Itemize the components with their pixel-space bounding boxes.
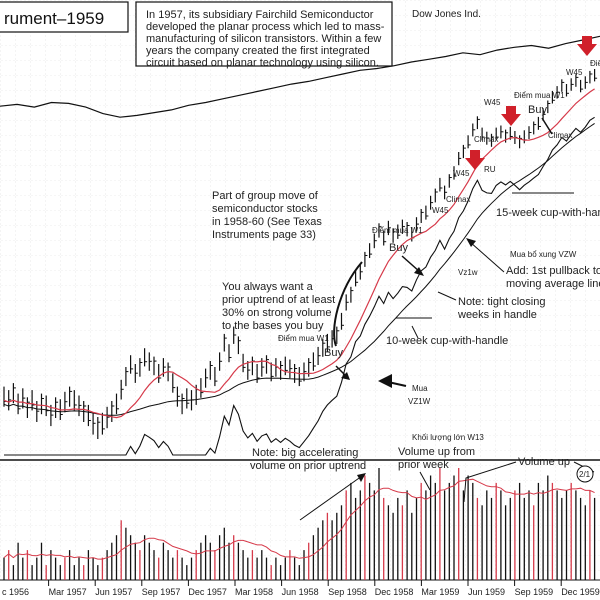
intro-line: circuit based on planar technology using…	[146, 57, 379, 69]
dow-jones-label: Dow Jones Ind.	[412, 9, 481, 20]
volume-note: Note: big accelerating	[252, 447, 358, 459]
pullback-arrowhead	[466, 238, 476, 247]
vz1w-label: Vz1w	[458, 268, 478, 277]
climax-label: Climax	[474, 135, 498, 144]
add-pullback-note: Add: 1st pullback to	[506, 265, 600, 277]
group-move-note: Part of group move of	[212, 190, 319, 202]
volume-up-bracket	[463, 461, 517, 503]
x-axis-ticks: c 1956 Mar 1957 Jun 1957 Sep 1957 Dec 1957 Ma…	[2, 580, 600, 597]
prior-uptrend-note: prior uptrend of at least	[222, 294, 335, 306]
add-pullback-note: moving average line	[506, 278, 600, 290]
split-badge	[576, 465, 594, 483]
cup-pointer	[411, 325, 419, 339]
volume-up-week-note: prior week	[398, 459, 449, 471]
buy-point-vn-label: Điểm mua W1	[514, 91, 565, 100]
chart-title: rument–1959	[4, 9, 104, 28]
buy-point-vn-label: Điểm mua W1	[372, 226, 423, 235]
pullback-pointer	[469, 241, 505, 273]
relative-strength-line	[4, 116, 595, 456]
volume-arrowhead	[357, 473, 366, 482]
group-move-note: Instruments page 33)	[212, 229, 316, 241]
volume-up-pointer	[419, 471, 431, 491]
intro-line: developed the planar process which led t…	[146, 21, 385, 33]
w45-label: W45	[566, 68, 583, 77]
x-tick-label: Sep 1959	[515, 587, 554, 597]
buy-arrowhead	[341, 372, 350, 380]
dow-jones-line	[0, 35, 600, 118]
khoi-luong-label: Khối lượng lớn W13	[412, 433, 484, 442]
x-tick-label: Dec 1959	[561, 587, 600, 597]
climax-label: Climax	[446, 195, 470, 204]
buy-pointer	[541, 117, 553, 135]
sell-arrow-icon	[465, 158, 485, 170]
buy-label: Buy	[389, 242, 408, 254]
intro-line: years the company created the first inte…	[146, 45, 370, 57]
x-tick-label: Mar 1957	[49, 587, 87, 597]
climax-label: Climax	[548, 131, 572, 140]
sell-arrows	[465, 36, 597, 170]
tight-pointer	[437, 291, 457, 301]
x-tick-label: Dec 1957	[188, 587, 227, 597]
volume-bars	[3, 468, 596, 580]
intro-box	[135, 1, 393, 67]
x-tick-label: Jun 1958	[282, 587, 319, 597]
x-tick-label: Jun 1957	[95, 587, 132, 597]
prior-uptrend-note: You always want a	[222, 281, 314, 293]
buy-pointer	[335, 365, 347, 377]
x-tick-label: Sep 1958	[328, 587, 367, 597]
x-tick-label: Mar 1959	[421, 587, 459, 597]
prior-uptrend-note: 30% on strong volume	[222, 307, 331, 319]
cup-handle-label: 15-week cup-with-handle	[496, 207, 600, 219]
sell-arrow-shaft	[506, 106, 516, 114]
vz1w-label: VZ1W	[408, 397, 431, 406]
buy-arrowhead	[414, 267, 424, 276]
buy-point-vn-label: Điểm mua W1	[278, 334, 329, 343]
x-tick-label: Mar 1958	[235, 587, 273, 597]
sell-arrow-shaft	[470, 150, 480, 158]
w45-label: W45	[484, 98, 501, 107]
w45-label: W45	[432, 206, 449, 215]
x-tick-label: c 1956	[2, 587, 29, 597]
title-box	[0, 1, 129, 33]
mua-arrowhead	[378, 374, 392, 388]
prior-uptrend-note: to the bases you buy	[222, 320, 324, 332]
volume-up-label: Volume up	[518, 456, 570, 468]
dien-label: Điể	[590, 59, 600, 68]
tight-weeks-note: Note: tight closing	[458, 296, 545, 308]
price-bars	[3, 69, 598, 439]
cup-handle-label: 10-week cup-with-handle	[386, 335, 508, 347]
buy-curve	[333, 261, 363, 347]
buy-label: Buy	[324, 347, 343, 359]
x-tick-label: Sep 1957	[142, 587, 181, 597]
volume-grid	[0, 462, 600, 580]
sell-arrow-shaft	[582, 36, 592, 44]
intro-line: manufacturing of silicon transistors. Wi…	[146, 33, 381, 45]
w45-label: W45	[453, 169, 470, 178]
x-tick-label: Jun 1959	[468, 587, 505, 597]
buy-pointer	[401, 255, 421, 273]
x-tick-label: Dec 1958	[375, 587, 414, 597]
buy-label: Buy	[528, 104, 547, 116]
group-move-note: in 1958-60 (See Texas	[212, 216, 322, 228]
volume-note-pointer	[299, 475, 363, 521]
mua-label: Mua	[412, 384, 428, 393]
price-grid	[0, 0, 600, 460]
volume-up-week-note: Volume up from	[398, 446, 475, 458]
sell-arrow-icon	[501, 114, 521, 126]
volume-average-line	[3, 478, 595, 560]
volume-note: volume on prior uptrend	[250, 460, 366, 472]
group-move-note: semiconductor stocks	[212, 203, 318, 215]
intro-line: In 1957, its subsidiary Fairchild Semico…	[146, 9, 374, 21]
moving-average-line	[3, 88, 595, 419]
sell-arrow-icon	[577, 44, 597, 56]
split-label: 2/1	[579, 470, 591, 479]
mua-bo-sung-label: Mua bổ xung VZW	[510, 250, 577, 259]
ru-label: RU	[484, 165, 496, 174]
tight-weeks-note: weeks in handle	[457, 309, 537, 321]
